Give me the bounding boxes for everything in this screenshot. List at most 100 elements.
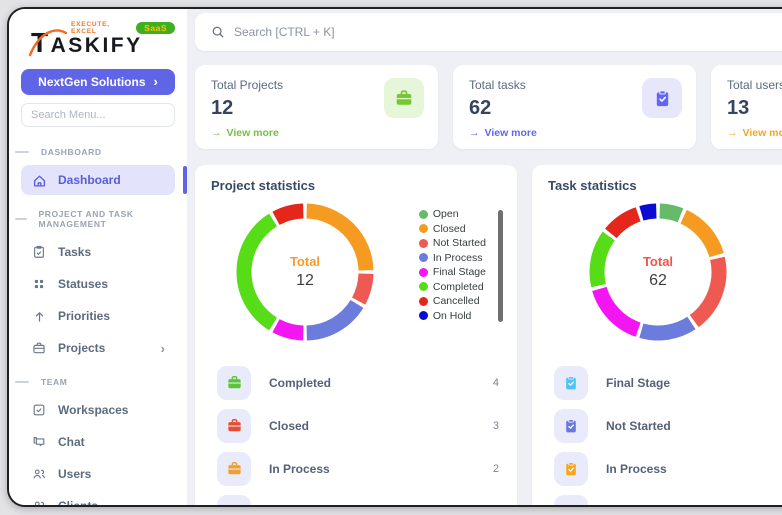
briefcase-icon (31, 341, 47, 355)
clipboard-icon (554, 451, 588, 486)
stat-label: Total Projects (211, 78, 284, 92)
task-statistics-card: Task statistics Total 62 (532, 165, 782, 505)
total-users-card: Total users 13 → View more (711, 65, 782, 149)
list-item: Completed 4 (211, 361, 501, 404)
users-icon (31, 499, 47, 505)
legend-item[interactable]: On Hold (418, 309, 486, 322)
legend-dot (418, 267, 428, 277)
sidebar-item-users[interactable]: Users (21, 459, 175, 489)
section-dash (15, 218, 27, 220)
legend-label: Open (432, 208, 459, 220)
chevron-right-icon: › (153, 74, 158, 89)
legend-dot (418, 282, 428, 291)
section-label-team: TEAM (15, 377, 175, 387)
stat-label: Total tasks (469, 78, 526, 92)
legend-item[interactable]: In Process (418, 252, 486, 264)
logo-swoosh-icon (28, 29, 68, 57)
section-dash (15, 151, 29, 153)
donut-segment-closed[interactable] (306, 203, 374, 271)
legend-label: Cancelled (432, 295, 480, 307)
sidebar-item-priorities[interactable]: Priorities (21, 301, 175, 331)
list-item: Not Started (548, 404, 782, 447)
briefcase-icon (217, 365, 251, 400)
stat-value: 62 (469, 97, 492, 119)
logo-wordmark: TASKIFY (28, 29, 175, 57)
sidebar-item-clients[interactable]: Clients (21, 491, 175, 505)
list-item: In Process 2 (211, 447, 501, 490)
donut-segment-completed[interactable] (236, 213, 278, 331)
search-icon (211, 25, 225, 39)
stat-label: Total users (727, 78, 782, 92)
list-item: Closed 3 (211, 404, 501, 447)
donut-segment-cancelled[interactable] (272, 203, 304, 226)
donut-segment-final-stage[interactable] (592, 286, 641, 337)
legend-item[interactable]: Completed (418, 281, 486, 293)
arrow-right-icon: → (727, 127, 738, 139)
project-statistics-card: Project statistics Total 12 Open Closed No… (195, 165, 517, 505)
stat-value: 13 (727, 97, 750, 119)
sidebar-search-input[interactable] (21, 103, 175, 127)
legend-item[interactable]: Closed (418, 223, 486, 235)
arrow-right-icon: → (469, 127, 480, 139)
section-label-dashboard: DASHBOARD (15, 147, 175, 157)
clipboard-icon (554, 408, 588, 443)
donut-segment-in-process[interactable] (639, 316, 696, 341)
donut-segment-final-stage[interactable] (272, 318, 304, 341)
charts-row: Project statistics Total 12 Open Closed No… (195, 165, 782, 505)
view-more-link[interactable]: → View more (211, 127, 279, 139)
total-tasks-card: Total tasks 62 → View more (453, 65, 696, 149)
sidebar: EXECUTE, EXCEL SaaS TASKIFY NextGen Solu… (9, 9, 187, 505)
sidebar-item-workspaces[interactable]: Workspaces (21, 395, 175, 425)
card-title: Project statistics (211, 178, 316, 193)
donut-segment-in-process[interactable] (306, 299, 364, 341)
task-donut-chart: Total 62 (532, 193, 782, 351)
sidebar-item-chat[interactable]: Chat (21, 427, 175, 457)
legend-dot (418, 238, 428, 248)
list-item: Final Stage (548, 361, 782, 404)
stat-value: 12 (211, 97, 234, 119)
app-logo: EXECUTE, EXCEL SaaS TASKIFY (9, 19, 187, 63)
legend-item[interactable]: Open (418, 208, 486, 220)
briefcase-icon (217, 451, 251, 486)
legend-dot (418, 253, 428, 262)
legend-item[interactable]: Final Stage (418, 266, 486, 278)
donut-segment-closed[interactable] (680, 209, 724, 258)
donut-segment-not-started[interactable] (351, 273, 374, 305)
legend-label: Final Stage (432, 266, 486, 278)
donut-segment-cancelled[interactable] (605, 207, 641, 239)
arrow-up-icon (31, 310, 47, 323)
sidebar-item-tasks[interactable]: Tasks (21, 237, 175, 267)
view-more-link[interactable]: → View more (469, 127, 537, 139)
legend-label: On Hold (432, 309, 472, 322)
sidebar-item-projects[interactable]: Projects › (21, 333, 175, 363)
global-search-bar[interactable]: Search [CTRL + K] (195, 13, 782, 51)
section-dash (15, 381, 29, 383)
donut-segment-on-hold[interactable] (639, 203, 657, 221)
list-item: Not Started 1 (211, 490, 501, 505)
donut-segment-not-started[interactable] (689, 256, 727, 328)
legend-item[interactable]: Not Started (418, 237, 486, 249)
legend-item[interactable]: Cancelled (418, 295, 486, 307)
donut-center-label: Total 12 (289, 254, 321, 289)
project-status-list: Completed 4 Closed 3 In Pr (195, 361, 517, 505)
donut-segment-completed[interactable] (589, 231, 615, 288)
list-item: In Process (548, 447, 782, 490)
sidebar-item-statuses[interactable]: Statuses (21, 269, 175, 299)
briefcase-icon (217, 494, 251, 505)
sidebar-item-dashboard[interactable]: Dashboard (21, 165, 187, 195)
users-icon (31, 467, 47, 481)
main-content: Search [CTRL + K] Total Projects 12 → Vi… (187, 9, 782, 505)
sidebar-nav: DASHBOARD Dashboard PROJECT AND TASK MAN… (9, 127, 187, 505)
search-shortcut-hint: Search [CTRL + K] (234, 25, 335, 39)
total-projects-card: Total Projects 12 → View more (195, 65, 438, 149)
list-item: Completed (548, 490, 782, 505)
project-donut-chart: Total 12 Open Closed Not Started In Process… (195, 193, 517, 351)
donut-segment-open[interactable] (659, 203, 684, 223)
view-more-link[interactable]: → View more (727, 127, 782, 139)
legend-dot (418, 311, 428, 320)
task-status-list: Final Stage Not Started In Process (532, 361, 782, 505)
legend-scrollbar[interactable] (498, 210, 503, 322)
donut-chart (236, 203, 374, 341)
legend-dot (418, 209, 428, 219)
tenant-selector-button[interactable]: NextGen Solutions › (21, 69, 175, 95)
